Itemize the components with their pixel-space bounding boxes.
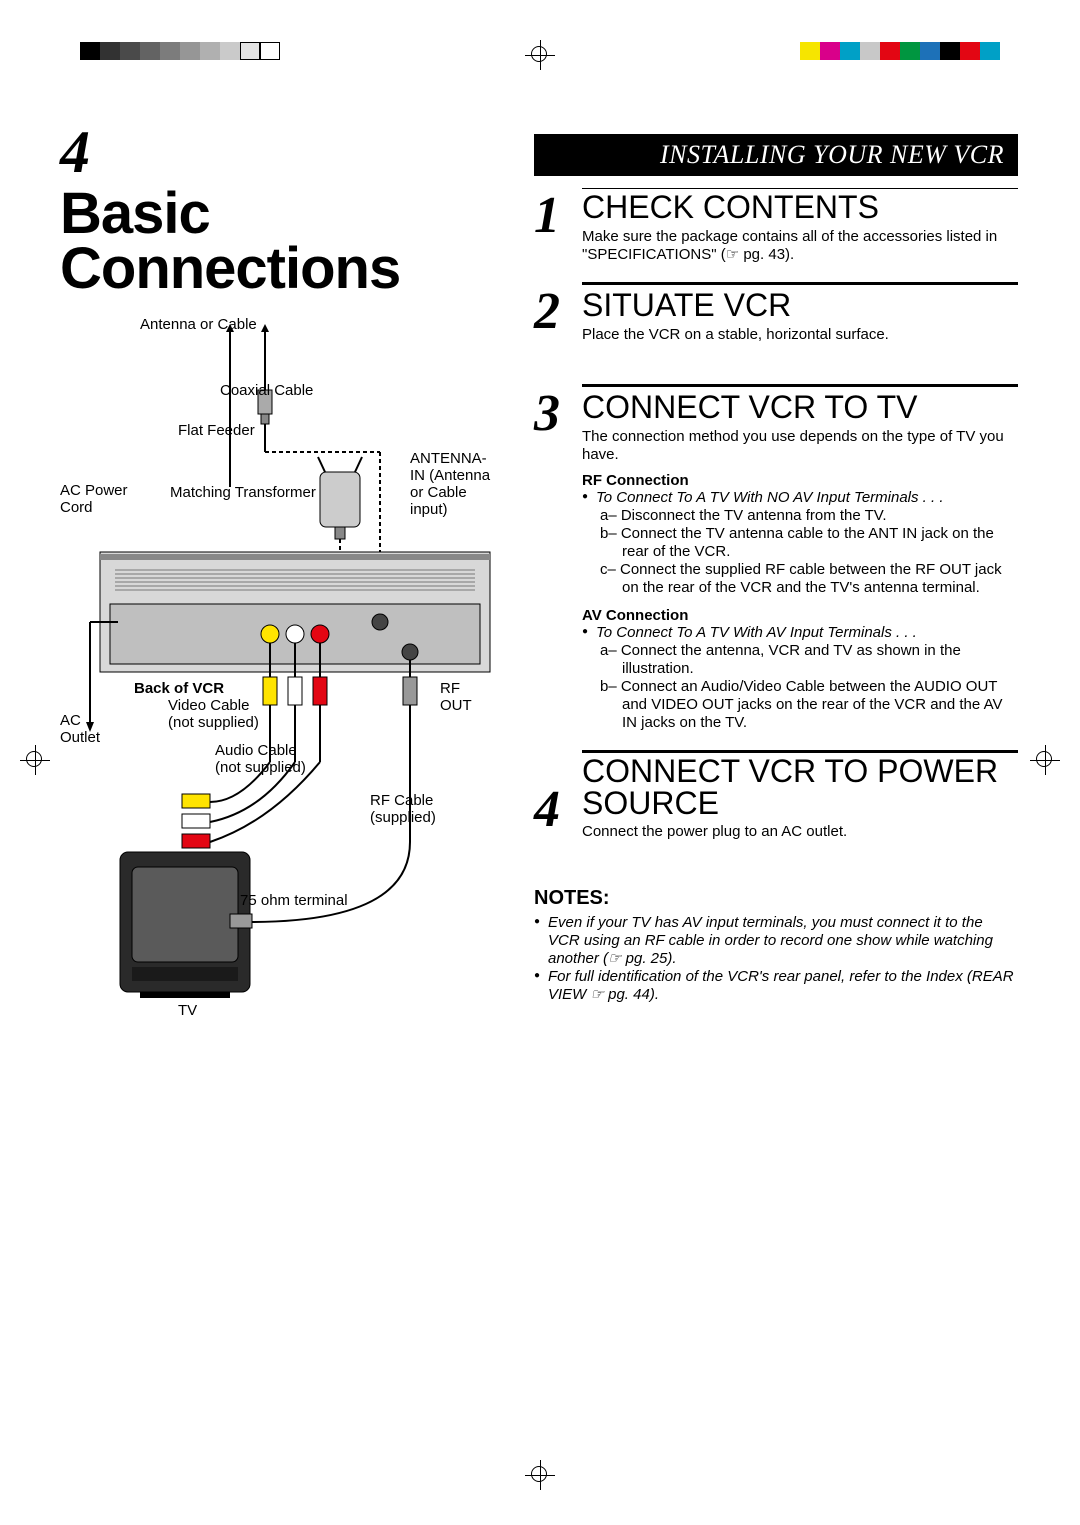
step-3-number: 3 — [534, 384, 560, 443]
note-1: Even if your TV has AV input terminals, … — [534, 914, 1018, 968]
step-3-rf-bullet: To Connect To A TV With NO AV Input Term… — [582, 489, 1018, 507]
step-3-body: The connection method you use depends on… — [582, 428, 1018, 464]
note-2: For full identification of the VCR's rea… — [534, 968, 1018, 1004]
label-tv: TV — [178, 1002, 197, 1019]
main-title: Basic Connections — [60, 186, 400, 296]
label-matching-transformer: Matching Transformer — [170, 484, 316, 501]
step-1-number: 1 — [534, 186, 560, 245]
notes-title: NOTES: — [534, 887, 1018, 910]
step-4-number: 4 — [534, 780, 560, 839]
label-rf-cable: RF Cable (supplied) — [370, 792, 436, 826]
step-3-rf-a: a– Disconnect the TV antenna from the TV… — [600, 507, 1018, 525]
step-2-body: Place the VCR on a stable, horizontal su… — [582, 326, 1018, 344]
step-3-av-a: a– Connect the antenna, VCR and TV as sh… — [600, 642, 1018, 678]
page-header: INSTALLING YOUR NEW VCR — [534, 134, 1018, 176]
label-ac-outlet: AC Outlet — [60, 712, 100, 746]
label-back-of-vcr: Back of VCR — [134, 680, 224, 697]
main-title-line2: Connections — [60, 241, 400, 296]
registration-mark-top — [525, 40, 555, 70]
main-title-line1: Basic — [60, 186, 400, 241]
registration-mark-right — [1030, 745, 1060, 775]
steps-column: 1 CHECK CONTENTS Make sure the package c… — [534, 188, 1018, 1004]
step-3-rf-b: b– Connect the TV antenna cable to the A… — [600, 525, 1018, 561]
step-3: 3 CONNECT VCR TO TV The connection metho… — [534, 384, 1018, 750]
print-colorbar-left — [80, 42, 280, 60]
label-antenna-cable: Antenna or Cable — [140, 316, 257, 333]
registration-mark-left — [20, 745, 50, 775]
step-1-body: Make sure the package contains all of th… — [582, 228, 1018, 264]
step-1: 1 CHECK CONTENTS Make sure the package c… — [534, 188, 1018, 282]
notes-section: NOTES: Even if your TV has AV input term… — [534, 887, 1018, 1004]
step-1-title: CHECK CONTENTS — [582, 189, 1018, 226]
registration-mark-bottom — [525, 1460, 555, 1490]
step-2-title: SITUATE VCR — [582, 287, 1018, 324]
step-3-av-b: b– Connect an Audio/Video Cable between … — [600, 678, 1018, 732]
diagram-svg — [60, 322, 520, 1022]
step-2: 2 SITUATE VCR Place the VCR on a stable,… — [534, 282, 1018, 384]
label-flat-feeder: Flat Feeder — [178, 422, 255, 439]
step-4-body: Connect the power plug to an AC outlet. — [582, 823, 1018, 841]
label-coaxial: Coaxial Cable — [220, 382, 313, 399]
step-4-title: CONNECT VCR TO POWER SOURCE — [582, 755, 1018, 819]
step-3-rf-heading: RF Connection — [582, 472, 1018, 489]
label-ac-power-cord: AC Power Cord — [60, 482, 128, 516]
label-rf-out: RF OUT — [440, 680, 472, 714]
page-number: 4 — [60, 118, 90, 187]
label-antenna-in: ANTENNA- IN (Antenna or Cable input) — [410, 450, 490, 518]
step-3-rf-c: c– Connect the supplied RF cable between… — [600, 561, 1018, 597]
step-3-av-heading: AV Connection — [582, 607, 1018, 624]
label-video-cable: Video Cable (not supplied) — [168, 697, 259, 731]
step-2-number: 2 — [534, 282, 560, 341]
step-4: 4 CONNECT VCR TO POWER SOURCE Connect th… — [534, 750, 1018, 859]
label-ohm-terminal: 75 ohm terminal — [240, 892, 348, 909]
step-3-title: CONNECT VCR TO TV — [582, 389, 1018, 426]
step-3-av-bullet: To Connect To A TV With AV Input Termina… — [582, 624, 1018, 642]
print-colorbar-right — [800, 42, 1000, 60]
connection-diagram: Antenna or Cable Coaxial Cable Flat Feed… — [60, 322, 520, 1022]
label-audio-cable: Audio Cable (not supplied) — [215, 742, 306, 776]
